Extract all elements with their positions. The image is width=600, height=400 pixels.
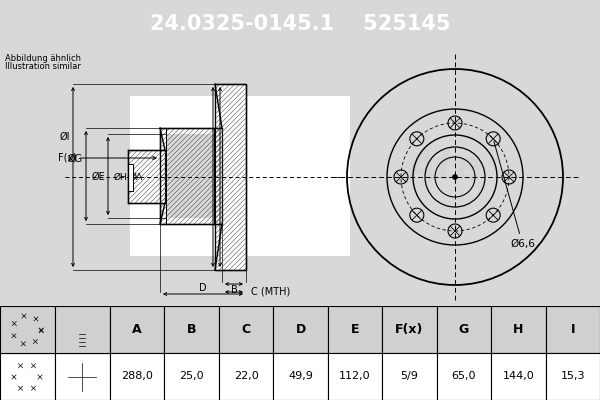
Text: C: C	[242, 323, 251, 336]
Bar	[110, 353, 164, 400]
Bar	[382, 353, 437, 400]
Bar	[0, 306, 55, 353]
Circle shape	[452, 174, 458, 180]
Text: I: I	[571, 323, 575, 336]
Bar	[274, 306, 328, 353]
Text: 24.0325-0145.1    525145: 24.0325-0145.1 525145	[150, 14, 450, 34]
Bar	[215, 84, 246, 270]
Text: 144,0: 144,0	[502, 372, 534, 382]
Text: Ø6,6: Ø6,6	[494, 142, 535, 249]
Text: E: E	[351, 323, 359, 336]
Text: Illustration similar: Illustration similar	[5, 62, 81, 71]
Bar	[55, 353, 110, 400]
Text: 15,3: 15,3	[560, 372, 585, 382]
Text: C (MTH): C (MTH)	[251, 287, 290, 297]
Bar	[79, 330, 85, 348]
Text: ØG: ØG	[68, 154, 83, 164]
Text: 25,0: 25,0	[179, 372, 204, 382]
Bar	[166, 134, 214, 218]
Bar	[437, 353, 491, 400]
Bar	[328, 306, 382, 353]
Bar	[274, 353, 328, 400]
Bar	[160, 128, 222, 224]
Bar	[164, 353, 219, 400]
Text: 112,0: 112,0	[339, 372, 371, 382]
Bar	[219, 306, 274, 353]
Text: 49,9: 49,9	[288, 372, 313, 382]
Bar	[55, 306, 110, 353]
Text: 288,0: 288,0	[121, 372, 153, 382]
Text: A: A	[133, 323, 142, 336]
Bar	[545, 306, 600, 353]
Text: 65,0: 65,0	[452, 372, 476, 382]
Text: ØH: ØH	[113, 172, 127, 182]
Text: H: H	[513, 323, 524, 336]
Bar	[0, 353, 55, 400]
Text: 5/9: 5/9	[401, 372, 418, 382]
Bar	[128, 150, 165, 203]
Text: B: B	[187, 323, 196, 336]
Text: ØE: ØE	[91, 172, 105, 182]
Text: B: B	[230, 285, 238, 295]
Text: F(x): F(x)	[58, 153, 77, 163]
Bar	[382, 306, 437, 353]
Bar	[110, 306, 164, 353]
Bar	[491, 306, 545, 353]
Text: F(x): F(x)	[395, 323, 424, 336]
Text: 22,0: 22,0	[234, 372, 259, 382]
Text: D: D	[295, 323, 305, 336]
Bar	[130, 96, 350, 256]
Text: G: G	[459, 323, 469, 336]
Text: Ate: Ate	[406, 146, 484, 188]
Bar	[545, 353, 600, 400]
Text: Abbildung ähnlich: Abbildung ähnlich	[5, 54, 81, 63]
Bar	[128, 164, 133, 191]
Bar	[437, 306, 491, 353]
Text: ØA: ØA	[130, 172, 143, 182]
Bar	[75, 319, 89, 333]
Bar	[164, 306, 219, 353]
Bar	[328, 353, 382, 400]
Text: D: D	[199, 283, 207, 293]
Text: ØI: ØI	[59, 132, 70, 142]
Bar	[219, 353, 274, 400]
Bar	[491, 353, 545, 400]
